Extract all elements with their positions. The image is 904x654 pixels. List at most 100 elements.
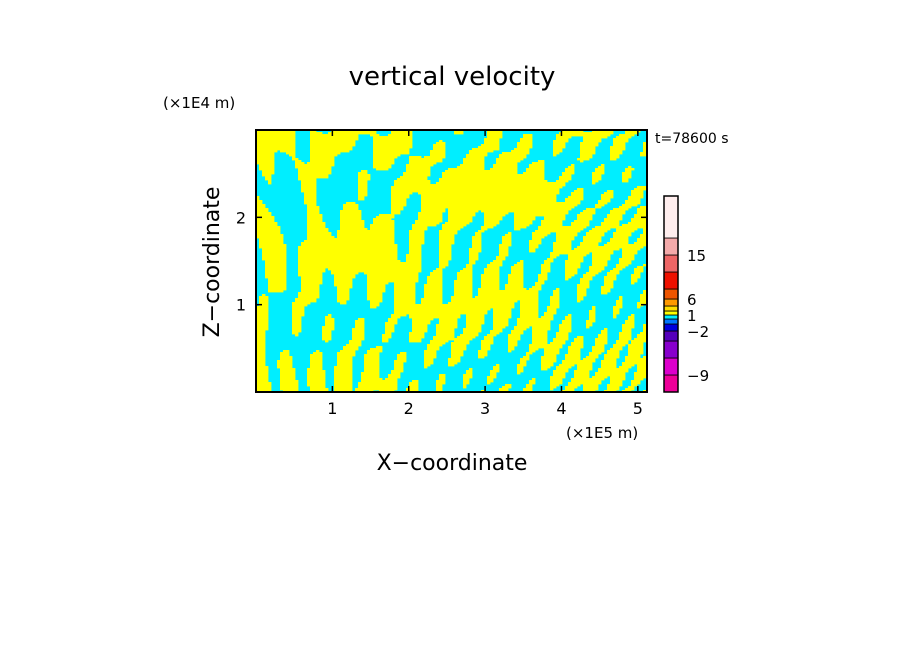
positive-velocity-cell — [547, 306, 560, 309]
positive-velocity-cell — [499, 246, 509, 249]
positive-velocity-cell — [514, 220, 533, 223]
colorbar-label: 6 — [687, 291, 697, 309]
positive-velocity-cell — [604, 278, 617, 281]
positive-velocity-cell — [493, 164, 518, 167]
positive-velocity-cell — [256, 338, 266, 341]
positive-velocity-cell — [325, 322, 335, 325]
positive-velocity-cell — [508, 274, 524, 277]
positive-velocity-cell — [502, 386, 512, 389]
positive-velocity-cell — [373, 144, 413, 147]
positive-velocity-cell — [256, 322, 269, 325]
positive-velocity-cell — [493, 324, 509, 327]
positive-velocity-cell — [490, 330, 503, 333]
positive-velocity-cell — [463, 380, 470, 383]
positive-velocity-cell — [358, 318, 365, 321]
positive-velocity-cell — [391, 314, 407, 317]
positive-velocity-cell — [532, 234, 548, 237]
positive-velocity-cell — [523, 172, 545, 175]
positive-velocity-cell — [499, 252, 509, 255]
positive-velocity-cell — [520, 308, 539, 311]
positive-velocity-cell — [481, 346, 491, 349]
positive-velocity-cell — [334, 280, 353, 283]
positive-velocity-cell — [388, 376, 401, 379]
positive-velocity-cell — [265, 276, 287, 279]
positive-velocity-cell — [553, 338, 569, 341]
positive-velocity-cell — [568, 254, 587, 257]
positive-velocity-cell — [370, 224, 395, 227]
positive-velocity-cell — [613, 234, 632, 237]
positive-velocity-cell — [526, 168, 545, 171]
velocity-field — [256, 130, 647, 392]
y-tick-label: 2 — [236, 208, 246, 227]
positive-velocity-cell — [529, 348, 539, 351]
positive-velocity-cell — [583, 276, 593, 279]
positive-velocity-cell — [454, 292, 473, 295]
positive-velocity-cell — [280, 374, 296, 377]
positive-velocity-cell — [439, 376, 446, 379]
positive-velocity-cell — [280, 384, 299, 387]
positive-velocity-cell — [637, 368, 647, 371]
positive-velocity-cell — [262, 254, 287, 257]
positive-velocity-cell — [457, 278, 473, 281]
positive-velocity-cell — [520, 314, 539, 317]
positive-velocity-cell — [595, 344, 605, 347]
positive-velocity-cell — [472, 244, 482, 247]
positive-velocity-cell — [325, 318, 335, 321]
positive-velocity-cell — [301, 278, 323, 281]
positive-velocity-cell — [559, 328, 572, 331]
positive-velocity-cell — [643, 290, 647, 293]
positive-velocity-cell — [595, 204, 605, 207]
positive-velocity-cell — [295, 298, 317, 301]
positive-velocity-cell — [634, 374, 647, 377]
positive-velocity-cell — [295, 166, 332, 169]
positive-velocity-cell — [355, 326, 365, 329]
positive-velocity-cell — [463, 376, 473, 379]
positive-velocity-cell — [256, 140, 296, 143]
positive-velocity-cell — [370, 228, 395, 231]
positive-velocity-cell — [526, 170, 545, 173]
positive-velocity-cell — [529, 246, 539, 249]
positive-velocity-cell — [556, 336, 569, 339]
positive-velocity-cell — [370, 302, 380, 305]
positive-velocity-cell — [619, 336, 632, 339]
positive-velocity-cell — [583, 136, 608, 139]
positive-velocity-cell — [280, 380, 299, 383]
positive-velocity-cell — [484, 336, 494, 339]
positive-velocity-cell — [505, 286, 524, 289]
positive-velocity-cell — [310, 136, 359, 139]
positive-velocity-cell — [448, 218, 473, 221]
positive-velocity-cell — [394, 298, 416, 301]
positive-velocity-cell — [484, 140, 500, 143]
positive-velocity-cell — [610, 378, 626, 381]
positive-velocity-cell — [259, 244, 287, 247]
positive-velocity-cell — [346, 344, 362, 347]
positive-velocity-cell — [466, 326, 482, 329]
positive-velocity-cell — [496, 160, 521, 163]
positive-velocity-cell — [262, 252, 287, 255]
positive-velocity-cell — [622, 172, 632, 175]
positive-velocity-cell — [463, 332, 479, 335]
positive-velocity-cell — [397, 356, 407, 359]
positive-velocity-cell — [481, 282, 500, 285]
positive-velocity-cell — [394, 180, 431, 183]
positive-velocity-cell — [478, 230, 485, 233]
positive-velocity-cell — [637, 210, 647, 213]
positive-velocity-cell — [514, 226, 527, 229]
positive-velocity-cell — [466, 372, 473, 375]
positive-velocity-cell — [421, 302, 443, 305]
positive-velocity-cell — [367, 278, 419, 281]
positive-velocity-cell — [481, 344, 491, 347]
positive-velocity-cell — [469, 258, 479, 261]
positive-velocity-cell — [643, 324, 647, 327]
positive-velocity-cell — [424, 296, 443, 299]
positive-velocity-cell — [337, 356, 353, 359]
positive-velocity-cell — [376, 168, 389, 171]
positive-velocity-cell — [634, 378, 644, 381]
positive-velocity-cell — [421, 208, 446, 211]
positive-velocity-cell — [556, 240, 572, 243]
positive-velocity-cell — [409, 338, 422, 341]
positive-velocity-cell — [481, 284, 500, 287]
positive-velocity-cell — [514, 228, 521, 231]
positive-velocity-cell — [304, 196, 317, 199]
positive-velocity-cell — [322, 328, 335, 331]
